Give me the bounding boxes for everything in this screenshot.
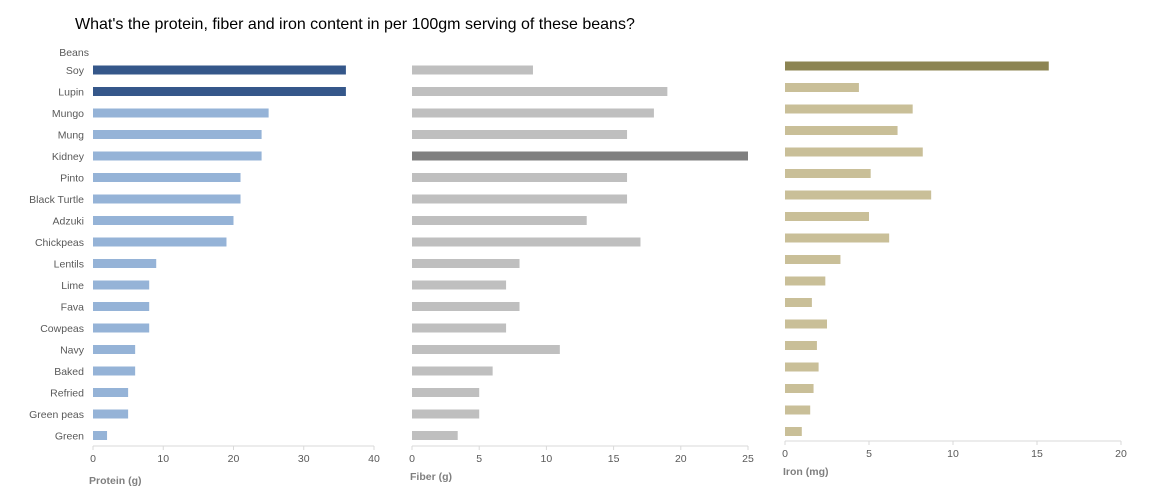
- protein-bar-kidney: [93, 151, 262, 161]
- protein-bar-black-turtle: [93, 194, 241, 204]
- category-label: Mungo: [52, 108, 84, 120]
- fiber-bar-lupin: [412, 87, 668, 96]
- x-tick-label: 25: [742, 453, 754, 465]
- fiber-axis-title: Fiber (g): [410, 471, 452, 483]
- iron-bar-kidney: [785, 147, 923, 157]
- x-tick-label: 10: [541, 453, 553, 465]
- iron-bar-navy: [785, 341, 817, 350]
- protein-axis-title: Protein (g): [89, 475, 142, 487]
- protein-bar-adzuki: [93, 216, 234, 225]
- x-tick-label: 30: [298, 453, 310, 465]
- fiber-panel: 0 5 10 15 20 25 Fiber (g): [409, 65, 754, 483]
- category-label: Lentils: [54, 259, 84, 271]
- fiber-bar-green-peas: [412, 409, 480, 419]
- protein-bar-mungo: [93, 108, 269, 118]
- iron-panel: 0 5 10 15 20 Iron (mg): [782, 61, 1127, 478]
- x-tick-label: 10: [947, 448, 959, 460]
- iron-bar-cowpeas: [785, 319, 827, 329]
- protein-bar-green-peas: [93, 409, 129, 419]
- iron-bar-black-turtle: [785, 190, 932, 200]
- protein-bar-refried: [93, 388, 129, 397]
- iron-bar-soy: [785, 61, 1049, 71]
- x-tick-label: 15: [1031, 448, 1043, 460]
- x-tick-label: 10: [157, 453, 169, 465]
- protein-bar-navy: [93, 345, 136, 354]
- category-label: Green peas: [29, 409, 84, 421]
- iron-bar-refried: [785, 384, 814, 393]
- fiber-bar-green: [412, 431, 458, 440]
- category-label: Adzuki: [52, 216, 84, 228]
- fiber-bar-adzuki: [412, 216, 587, 225]
- protein-bar-lentils: [93, 259, 157, 268]
- fiber-bar-baked: [412, 366, 493, 376]
- protein-bar-green: [93, 431, 108, 440]
- protein-bar-cowpeas: [93, 323, 150, 333]
- iron-bar-baked: [785, 362, 819, 372]
- iron-bar-green: [785, 427, 802, 436]
- protein-bar-mung: [93, 130, 262, 139]
- category-label: Pinto: [60, 173, 84, 185]
- fiber-bar-mung: [412, 130, 628, 139]
- fiber-bar-kidney: [412, 151, 748, 161]
- protein-panel: Soy Lupin Mungo Mung Kidney Pinto Black Turtle…: [29, 65, 380, 487]
- category-label: Refried: [50, 388, 84, 400]
- iron-bar-lentils: [785, 255, 841, 264]
- category-label: Mung: [58, 130, 84, 142]
- protein-bar-soy: [93, 65, 346, 75]
- fiber-bar-fava: [412, 302, 520, 311]
- x-tick-label: 15: [608, 453, 620, 465]
- x-tick-label: 20: [675, 453, 687, 465]
- x-tick-label: 40: [368, 453, 380, 465]
- protein-bar-fava: [93, 302, 150, 311]
- protein-bar-lupin: [93, 87, 346, 96]
- category-label: Kidney: [52, 151, 85, 163]
- iron-axis-title: Iron (mg): [783, 466, 829, 478]
- category-label: Fava: [61, 302, 85, 314]
- protein-bar-lime: [93, 280, 150, 290]
- iron-bar-mungo: [785, 104, 913, 114]
- category-label: Navy: [60, 345, 85, 357]
- protein-bar-pinto: [93, 173, 241, 182]
- x-tick-label: 20: [1115, 448, 1127, 460]
- iron-bar-fava: [785, 298, 812, 307]
- category-label: Soy: [66, 65, 85, 77]
- category-label: Chickpeas: [35, 237, 84, 249]
- x-tick-label: 0: [782, 448, 788, 460]
- category-label: Cowpeas: [40, 323, 84, 335]
- protein-bar-baked: [93, 366, 136, 376]
- fiber-bar-chickpeas: [412, 237, 641, 247]
- category-label: Black Turtle: [29, 194, 84, 206]
- fiber-bar-lentils: [412, 259, 520, 268]
- category-label: Lupin: [58, 87, 84, 99]
- chart-title: What's the protein, fiber and iron conte…: [75, 16, 635, 33]
- fiber-bar-navy: [412, 345, 560, 354]
- iron-bar-mung: [785, 126, 898, 135]
- category-header: Beans: [59, 47, 89, 59]
- category-label: Lime: [61, 280, 84, 292]
- protein-bar-chickpeas: [93, 237, 227, 247]
- iron-bar-pinto: [785, 169, 871, 178]
- fiber-bar-refried: [412, 388, 480, 397]
- iron-bar-green-peas: [785, 405, 811, 415]
- fiber-bar-pinto: [412, 173, 628, 182]
- x-tick-label: 0: [90, 453, 96, 465]
- fiber-bar-black-turtle: [412, 194, 628, 204]
- category-label: Green: [55, 431, 84, 443]
- category-label: Baked: [54, 366, 84, 378]
- x-tick-label: 0: [409, 453, 415, 465]
- iron-bar-adzuki: [785, 212, 869, 221]
- fiber-bar-soy: [412, 65, 533, 75]
- iron-bar-lupin: [785, 83, 859, 92]
- iron-bar-lime: [785, 276, 826, 286]
- iron-bar-chickpeas: [785, 233, 890, 243]
- x-tick-label: 5: [476, 453, 482, 465]
- fiber-bar-mungo: [412, 108, 654, 118]
- x-tick-label: 20: [228, 453, 240, 465]
- fiber-bar-lime: [412, 280, 507, 290]
- fiber-bar-cowpeas: [412, 323, 507, 333]
- x-tick-label: 5: [866, 448, 872, 460]
